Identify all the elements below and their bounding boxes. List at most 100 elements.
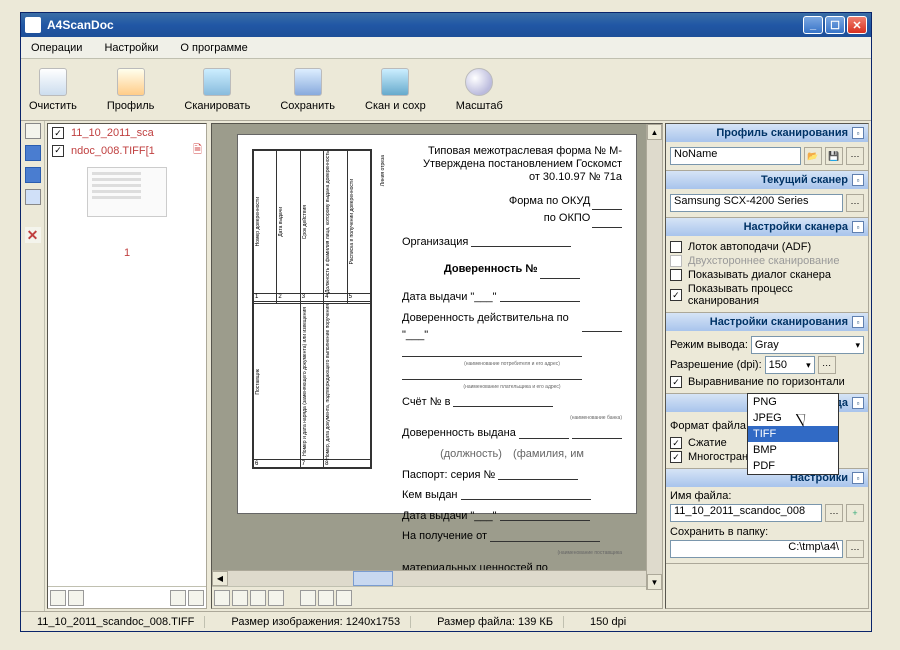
process-checkbox[interactable]: ✓	[670, 289, 682, 301]
strip-tool-3-icon[interactable]	[25, 167, 41, 183]
preview-area[interactable]: Номер доверенности Дата выдачи Срок дейс…	[212, 124, 662, 570]
tool-scan[interactable]: Сканировать	[184, 68, 250, 112]
scroll-left-icon[interactable]: ◀	[212, 571, 228, 586]
page-number: 1	[50, 247, 204, 259]
profile-more-button[interactable]: ⋯	[846, 147, 864, 165]
thumb-list-icon[interactable]	[188, 590, 204, 606]
tool-save[interactable]: Сохранить	[280, 68, 335, 112]
zoom-icon	[465, 68, 493, 96]
cursor-icon	[799, 411, 813, 429]
dpi-select[interactable]: 150	[765, 356, 815, 374]
tool-zoom[interactable]: Масштаб	[456, 68, 503, 112]
mode-select[interactable]: Gray	[751, 336, 864, 354]
preview-vscroll[interactable]: ▲ ▼	[646, 124, 662, 590]
thumbnail-panel: ✓ 11_10_2011_sca ✓ ndoc_008.TIFF[1 🗎 1	[47, 123, 207, 609]
scansave-icon	[381, 68, 409, 96]
tool-profile[interactable]: Профиль	[107, 68, 155, 112]
dropdown-item[interactable]: TIFF	[748, 426, 838, 442]
adjust-icon[interactable]	[318, 590, 334, 606]
dialog-checkbox[interactable]	[670, 269, 682, 281]
pdf-icon: 🗎	[193, 141, 202, 160]
clear-icon	[39, 68, 67, 96]
adf-checkbox[interactable]	[670, 241, 682, 253]
folder-browse-button[interactable]: ⋯	[846, 540, 864, 558]
status-filename: 11_10_2011_scandoc_008.TIFF	[27, 616, 205, 628]
preview-hscroll[interactable]: ◀ ▶	[212, 570, 662, 586]
menu-settings[interactable]: Настройки	[98, 40, 164, 56]
titlebar: A4ScanDoc _ ☐ ✕	[21, 13, 871, 37]
thumb-uncheckall-icon[interactable]	[68, 590, 84, 606]
dropdown-item[interactable]: PDF	[748, 458, 838, 474]
tool-scansave[interactable]: Скан и сохр	[365, 68, 426, 112]
settings-panel: Профиль сканирования ▫ NoName 📂 💾 ⋯ Текущ…	[665, 123, 869, 609]
mirror-icon[interactable]	[250, 590, 266, 606]
profile-icon	[117, 68, 145, 96]
profile-save-icon[interactable]: 💾	[825, 147, 843, 165]
list-item[interactable]: ✓ ndoc_008.TIFF[1 🗎	[50, 140, 204, 161]
deskew-icon[interactable]	[336, 590, 352, 606]
preview-bottom-bar	[212, 586, 662, 608]
folder-input[interactable]: C:\tmp\a4\	[670, 540, 843, 558]
item-checkbox[interactable]: ✓	[52, 145, 64, 157]
dropdown-item[interactable]: PNG	[748, 394, 838, 410]
duplex-checkbox	[670, 255, 682, 267]
tool-clear[interactable]: Очистить	[29, 68, 77, 112]
status-imagesize: Размер изображения: 1240x1753	[221, 616, 411, 628]
strip-tool-4-icon[interactable]	[25, 189, 41, 205]
toolbar: Очистить Профиль Сканировать Сохранить С…	[21, 59, 871, 121]
close-button[interactable]: ✕	[847, 16, 867, 34]
scanner-name-input[interactable]: Samsung SCX-4200 Series	[670, 194, 843, 212]
scroll-up-icon[interactable]: ▲	[647, 124, 662, 140]
multipage-checkbox[interactable]: ✓	[670, 451, 682, 463]
section-title: Настройки сканирования	[670, 316, 848, 328]
list-item[interactable]: ✓ 11_10_2011_sca	[50, 126, 204, 140]
app-window: A4ScanDoc _ ☐ ✕ Операции Настройки О про…	[20, 12, 872, 632]
item-checkbox[interactable]: ✓	[52, 127, 64, 139]
profile-name-input[interactable]: NoName	[670, 147, 801, 165]
dropdown-item[interactable]: BMP	[748, 442, 838, 458]
collapse-icon[interactable]: ▫	[852, 174, 864, 186]
collapse-icon[interactable]: ▫	[852, 127, 864, 139]
section-title: Профиль сканирования	[670, 127, 848, 139]
status-dpi: 150 dpi	[580, 616, 636, 628]
strip-tool-2-icon[interactable]	[25, 145, 41, 161]
scroll-thumb[interactable]	[353, 571, 393, 586]
statusbar: 11_10_2011_scandoc_008.TIFF Размер изобр…	[21, 611, 871, 631]
format-dropdown[interactable]: PNG JPEG TIFF BMP PDF	[747, 393, 839, 475]
dropdown-item[interactable]: JPEG	[748, 410, 838, 426]
section-title: Текущий сканер	[670, 174, 848, 186]
document-preview: Номер доверенности Дата выдачи Срок дейс…	[237, 134, 637, 514]
collapse-icon[interactable]: ▫	[852, 397, 864, 409]
rotate-left-icon[interactable]	[214, 590, 230, 606]
filename-inc-button[interactable]: +	[846, 504, 864, 522]
minimize-button[interactable]: _	[803, 16, 823, 34]
filename-more-button[interactable]: ⋯	[825, 504, 843, 522]
strip-delete-icon[interactable]: ✕	[25, 227, 41, 243]
save-icon	[294, 68, 322, 96]
profile-open-icon[interactable]: 📂	[804, 147, 822, 165]
preview-panel: Номер доверенности Дата выдачи Срок дейс…	[211, 123, 663, 609]
collapse-icon[interactable]: ▫	[852, 316, 864, 328]
compress-checkbox[interactable]: ✓	[670, 437, 682, 449]
status-filesize: Размер файла: 139 КБ	[427, 616, 564, 628]
strip-tool-1-icon[interactable]	[25, 123, 41, 139]
flip-icon[interactable]	[268, 590, 284, 606]
filename-input[interactable]: 11_10_2011_scandoc_008	[670, 504, 822, 522]
thumb-sort-icon[interactable]	[170, 590, 186, 606]
collapse-icon[interactable]: ▫	[852, 221, 864, 233]
rotate-right-icon[interactable]	[232, 590, 248, 606]
dpi-more-button[interactable]: ⋯	[818, 356, 836, 374]
menubar: Операции Настройки О программе	[21, 37, 871, 59]
scanner-select-button[interactable]: ⋯	[846, 194, 864, 212]
thumb-checkall-icon[interactable]	[50, 590, 66, 606]
scroll-down-icon[interactable]: ▼	[647, 574, 662, 590]
app-title: A4ScanDoc	[47, 18, 803, 32]
menu-about[interactable]: О программе	[174, 40, 253, 56]
crop-icon[interactable]	[300, 590, 316, 606]
left-toolstrip: ✕	[21, 121, 45, 611]
menu-operations[interactable]: Операции	[25, 40, 88, 56]
maximize-button[interactable]: ☐	[825, 16, 845, 34]
collapse-icon[interactable]: ▫	[852, 472, 864, 484]
thumbnail-preview[interactable]	[87, 167, 167, 217]
align-checkbox[interactable]: ✓	[670, 376, 682, 388]
